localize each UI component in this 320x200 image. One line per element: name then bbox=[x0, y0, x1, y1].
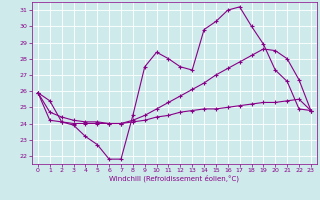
X-axis label: Windchill (Refroidissement éolien,°C): Windchill (Refroidissement éolien,°C) bbox=[109, 175, 239, 182]
